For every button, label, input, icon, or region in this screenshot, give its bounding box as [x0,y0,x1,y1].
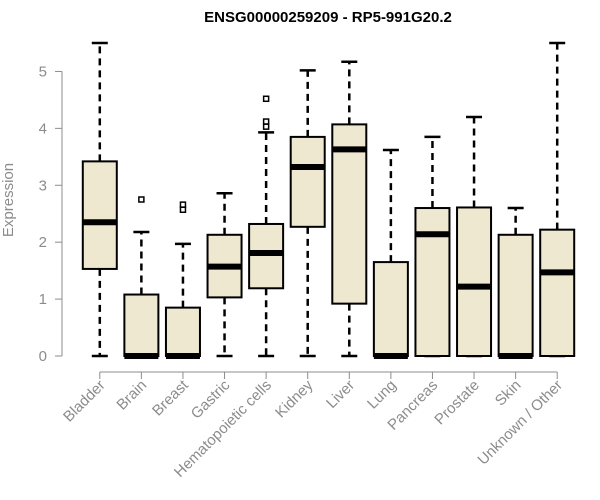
y-axis: 0 1 2 3 4 5 [39,63,63,365]
x-tick-label-6: Liver [323,377,358,412]
box-2 [164,201,201,359]
box-series [81,41,576,359]
x-tick-label-7: Lung [364,377,400,413]
box-10 [497,206,534,359]
y-tick-label-1: 1 [39,291,47,308]
x-tick-label-10: Skin [492,377,525,410]
box-1 [123,196,160,359]
x-tick-label-5: Kidney [272,376,317,421]
y-axis-label: Expression [0,163,17,237]
chart-title: ENSG00000259209 - RP5-991G20.2 [204,9,452,26]
box-rect-4 [248,222,285,290]
x-tick-label-2: Breast [149,376,192,419]
box-rect-11 [539,228,576,357]
box-rect-8 [414,207,451,357]
box-8 [414,135,451,358]
box-7 [372,148,409,359]
box-5 [289,69,326,358]
box-4 [248,95,285,358]
box-rect-2 [164,306,201,357]
box-rect-10 [497,233,534,357]
y-tick-label-5: 5 [39,63,47,80]
box-rect-1 [123,293,160,357]
outlier-4-2 [262,95,270,103]
box-3 [206,191,243,358]
box-rect-6 [331,123,368,305]
box-6 [331,60,368,358]
outlier-2-1 [179,201,187,208]
y-tick-label-0: 0 [39,348,47,365]
x-tick-label-0: Bladder [60,377,109,426]
outlier-2-0 [179,206,187,213]
box-rect-7 [372,261,409,358]
outlier-4-0 [262,123,270,130]
y-tick-label-4: 4 [39,120,47,137]
x-tick-label-1: Brain [113,377,150,414]
box-0 [81,41,118,358]
y-tick-label-2: 2 [39,234,47,251]
box-rect-9 [456,206,493,357]
x-tick-label-9: Prostate [431,377,483,429]
box-rect-5 [289,135,326,228]
box-11 [539,41,576,358]
box-9 [456,115,493,358]
outlier-4-1 [262,118,270,125]
y-tick-label-3: 3 [39,177,47,194]
box-rect-0 [81,160,118,270]
outlier-1-0 [138,196,145,203]
